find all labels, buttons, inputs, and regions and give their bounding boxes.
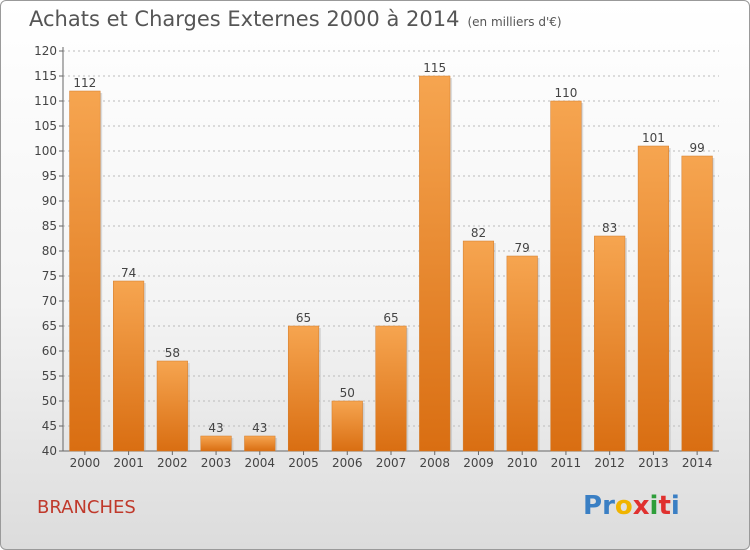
- y-tick-label: 70: [42, 294, 57, 308]
- y-tick-label: 95: [42, 169, 57, 183]
- axes: 40 45 50 55 60 65 70 75 80 85 90 95 100 105 110 115 120 2…: [34, 44, 719, 470]
- bar-2007: [375, 325, 407, 452]
- bar-2008: [419, 75, 451, 452]
- y-tick-label: 100: [34, 144, 57, 158]
- y-tick-label: 105: [34, 119, 57, 133]
- bar-2001: [113, 280, 145, 452]
- value-label-2004: 43: [252, 421, 267, 435]
- x-tick-label-2010: 2010: [507, 456, 538, 470]
- x-tick-label-2011: 2011: [551, 456, 582, 470]
- y-tick-label: 75: [42, 269, 57, 283]
- x-tick-label-2002: 2002: [157, 456, 188, 470]
- value-label-2010: 79: [515, 241, 530, 255]
- logo-letter: t: [658, 491, 671, 521]
- logo-letter: P: [583, 491, 603, 521]
- y-tick-label: 60: [42, 344, 57, 358]
- x-tick-label-2001: 2001: [113, 456, 144, 470]
- chart-title: Achats et Charges Externes 2000 à 2014 (e…: [29, 7, 562, 31]
- bar-2012: [594, 235, 626, 452]
- chart-title-text: Achats et Charges Externes 2000 à 2014: [29, 7, 460, 31]
- value-label-2003: 43: [208, 421, 223, 435]
- value-label-2008: 115: [423, 61, 446, 75]
- value-label-2009: 82: [471, 226, 486, 240]
- x-tick-label-2013: 2013: [638, 456, 669, 470]
- value-label-2001: 74: [121, 266, 136, 280]
- y-tick-label: 90: [42, 194, 57, 208]
- logo-letter: r: [602, 491, 615, 521]
- x-tick-label-2004: 2004: [245, 456, 276, 470]
- bars: [69, 75, 715, 452]
- value-label-2013: 101: [642, 131, 665, 145]
- town-name: BRANCHES: [37, 497, 136, 518]
- bar-2011: [550, 100, 582, 452]
- value-label-2011: 110: [554, 86, 577, 100]
- bar-2014: [681, 155, 713, 452]
- x-tick-label-2005: 2005: [288, 456, 319, 470]
- data-labels: 112 74 58 43 43 65 50 65 115 82 79 110 83 101 99: [73, 61, 704, 435]
- bar-2009: [462, 240, 495, 452]
- y-tick-label: 110: [34, 94, 57, 108]
- y-tick-label: 40: [42, 444, 57, 458]
- proxiti-logo[interactable]: Proxiti: [583, 491, 680, 521]
- logo-letter: o: [614, 491, 633, 521]
- value-label-2007: 65: [383, 311, 398, 325]
- value-label-2005: 65: [296, 311, 311, 325]
- y-tick-label: 85: [42, 219, 57, 233]
- bar-2005: [287, 325, 320, 452]
- value-label-2012: 83: [602, 221, 617, 235]
- value-label-2006: 50: [340, 386, 355, 400]
- y-tick-label: 120: [34, 44, 57, 58]
- bar-2010: [506, 255, 538, 452]
- x-tick-label-2008: 2008: [419, 456, 450, 470]
- x-tick-label-2014: 2014: [682, 456, 713, 470]
- x-tick-label-2003: 2003: [201, 456, 232, 470]
- bar-2003: [200, 435, 232, 452]
- y-tick-label: 80: [42, 244, 57, 258]
- chart-unit: (en milliers d'€): [467, 15, 562, 29]
- value-label-2000: 112: [73, 76, 96, 90]
- value-label-2002: 58: [165, 346, 180, 360]
- bar-2000: [69, 90, 101, 452]
- x-tick-label-2000: 2000: [70, 456, 101, 470]
- y-tick-label: 50: [42, 394, 57, 408]
- y-tick-label: 115: [34, 69, 57, 83]
- value-label-2014: 99: [689, 141, 704, 155]
- x-tick-label-2006: 2006: [332, 456, 363, 470]
- bar-2002: [156, 360, 188, 452]
- logo-letter: i: [670, 491, 680, 521]
- bar-2013: [637, 145, 669, 452]
- x-tick-label-2007: 2007: [376, 456, 407, 470]
- logo-letter: x: [632, 491, 650, 521]
- y-tick-label: 55: [42, 369, 57, 383]
- x-tick-label-2012: 2012: [594, 456, 625, 470]
- bar-2004: [244, 435, 276, 452]
- y-tick-label: 65: [42, 319, 57, 333]
- y-tick-label: 45: [42, 419, 57, 433]
- x-tick-label-2009: 2009: [463, 456, 494, 470]
- logo-letter: i: [649, 491, 659, 521]
- bar-2006: [331, 400, 363, 452]
